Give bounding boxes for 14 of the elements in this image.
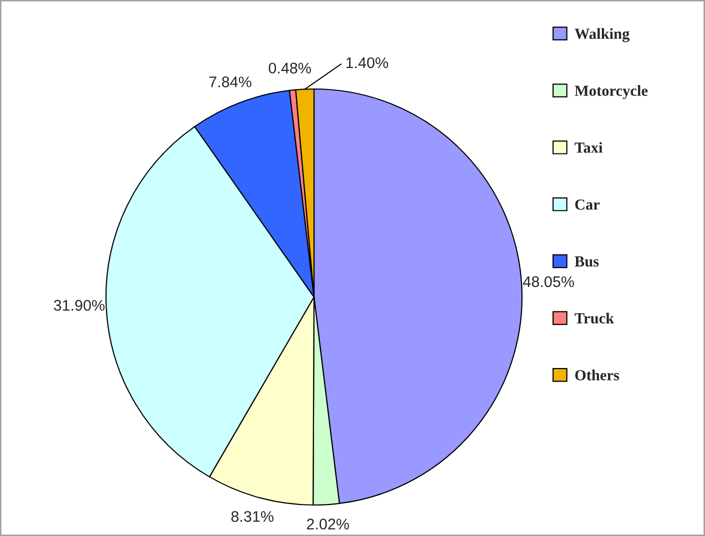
data-label: 2.02% bbox=[306, 518, 349, 530]
data-label: 1.40% bbox=[346, 57, 388, 68]
legend-label: Car bbox=[575, 199, 600, 210]
data-label: 8.31% bbox=[231, 511, 274, 522]
data-label: 31.90% bbox=[54, 300, 105, 311]
data-label: 0.48% bbox=[268, 62, 311, 74]
legend-label: Taxi bbox=[574, 142, 603, 153]
data-label: 7.84% bbox=[209, 76, 252, 88]
legend-label: Bus bbox=[574, 256, 599, 267]
legend-label: Motorcycle bbox=[574, 85, 648, 100]
data-label: 48.05% bbox=[523, 276, 574, 288]
legend-label: Others bbox=[575, 370, 620, 380]
legend-label: Truck bbox=[574, 312, 614, 324]
legend-label: Walking bbox=[574, 28, 630, 42]
